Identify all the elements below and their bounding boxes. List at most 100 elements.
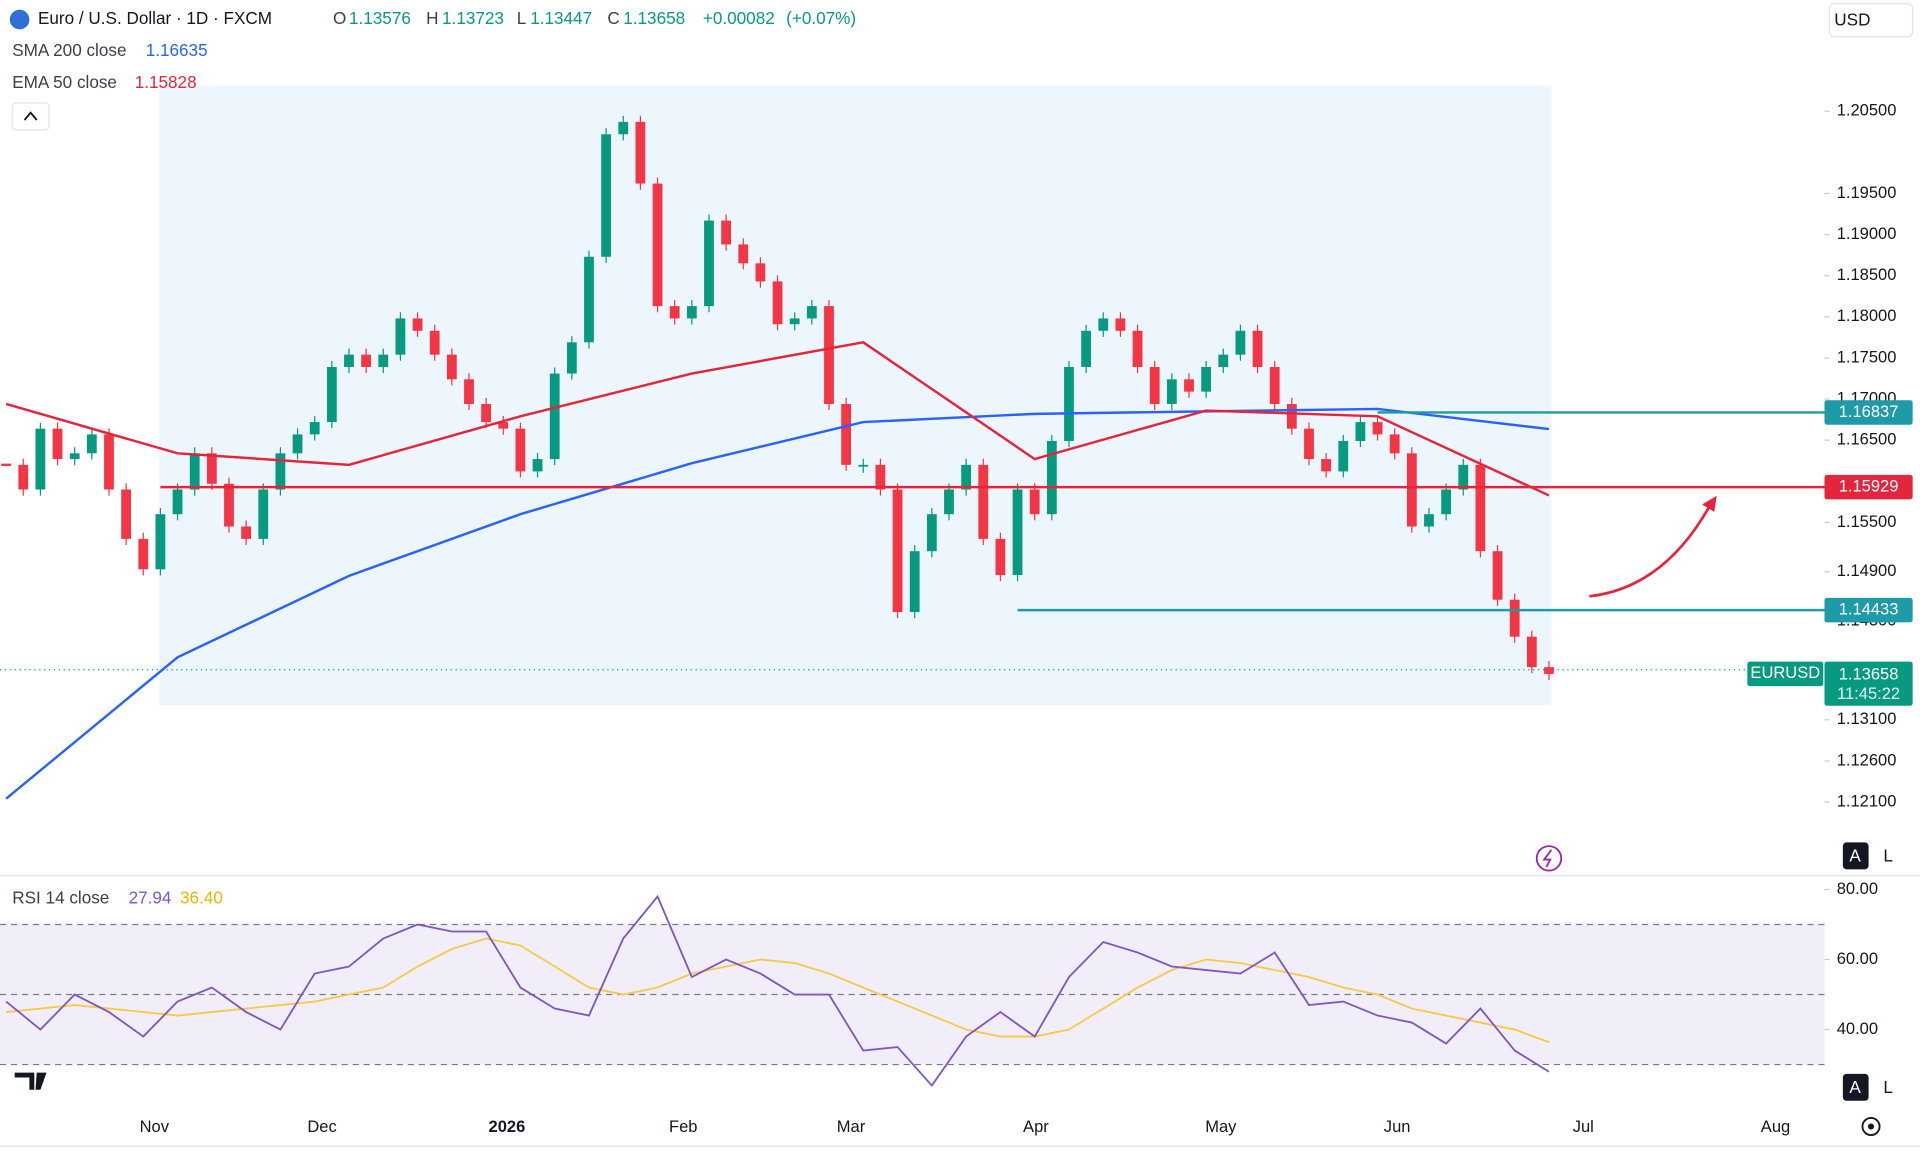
rsi-line: [5, 894, 1550, 1088]
level-tag-label: 1.16837: [1839, 402, 1899, 421]
log-scale[interactable]: L: [1883, 846, 1893, 866]
rsi-line: [6, 937, 1550, 1044]
candle: [858, 464, 869, 467]
flash-icon[interactable]: [1535, 845, 1563, 872]
x-tick-label: Apr: [1023, 1117, 1049, 1136]
ema-legend: EMA 50 close: [12, 72, 117, 92]
candle: [1115, 318, 1126, 331]
candle: [532, 459, 543, 472]
x-tick-label: Nov: [140, 1117, 170, 1136]
level-tag-label: 1.14433: [1839, 600, 1899, 619]
y-tick-label: 1.18000: [1837, 306, 1897, 325]
rsi-pane: 80.00 60.00 40.00: [0, 879, 1878, 1088]
candle: [1304, 428, 1314, 460]
candle: [189, 453, 200, 490]
candle: [875, 464, 886, 490]
candle: [944, 489, 954, 515]
candle: [669, 306, 680, 319]
x-tick-label: May: [1205, 1117, 1237, 1136]
x-tick-label: Jul: [1573, 1117, 1594, 1136]
ohlc-c: 1.13658: [623, 8, 685, 28]
candle: [1081, 330, 1092, 367]
settings-dot[interactable]: [1867, 1123, 1875, 1130]
candle: [1, 463, 12, 467]
collapse-icon[interactable]: [23, 111, 38, 121]
candle: [618, 121, 629, 135]
candle: [704, 220, 714, 307]
ohlc-h-key: H: [426, 8, 438, 28]
auto-scale-button[interactable]: [1842, 842, 1869, 870]
settings-icon[interactable]: [1861, 1117, 1881, 1137]
candle: [1372, 422, 1383, 435]
candle: [909, 551, 920, 613]
rsi-ma-legend-value: 36.40: [180, 887, 223, 907]
x-tick-label: Dec: [307, 1117, 336, 1136]
candle: [326, 366, 337, 423]
level-tag-label: 1.15929: [1839, 476, 1899, 495]
currency-button[interactable]: [1828, 3, 1914, 38]
candle: [995, 538, 1006, 576]
price-pane: 1.20500 1.19500 1.19000 1.18500 1.18000 1.175…: [1, 101, 1913, 1136]
x-tick-label: Aug: [1761, 1117, 1790, 1136]
y-tick-label: 1.15500: [1837, 512, 1897, 531]
ohlc-l-key: L: [517, 8, 527, 28]
auto-scale[interactable]: A: [1849, 846, 1861, 866]
candle: [1544, 667, 1554, 674]
candle: [1389, 434, 1400, 454]
y-tick-label: 1.12100: [1837, 791, 1897, 810]
candle: [1252, 330, 1263, 367]
candle: [772, 281, 783, 325]
rsi-legend-value: 27.94: [129, 887, 172, 907]
price-tag: [1824, 661, 1913, 706]
price-tag-label: 1.13658: [1839, 664, 1899, 683]
candle: [224, 483, 234, 527]
candle: [481, 403, 492, 423]
symbol-title: Euro / U.S. Dollar · 1D · FXCM: [38, 8, 272, 28]
candle: [841, 403, 852, 465]
ema-legend-value: 1.15828: [135, 72, 197, 92]
level-tag: [1824, 474, 1913, 500]
candle: [824, 306, 834, 404]
candle: [395, 318, 406, 355]
rsi-auto-scale-button[interactable]: [1842, 1073, 1869, 1101]
y-tick-label: 1.20500: [1837, 101, 1897, 120]
candle: [155, 514, 166, 570]
candle: [378, 354, 389, 367]
candle: [1201, 366, 1212, 392]
flash-bolt[interactable]: [1542, 849, 1553, 868]
moving-average: [5, 341, 1550, 497]
tv-logo: [14, 1072, 47, 1090]
rsi-auto-scale[interactable]: A: [1849, 1077, 1861, 1097]
sma-legend-value: 1.16635: [146, 40, 208, 60]
candle: [361, 354, 372, 367]
candle: [1321, 459, 1332, 472]
level-tag: [1824, 597, 1913, 623]
candle: [1184, 379, 1194, 392]
countdown: 11:45:22: [1837, 684, 1900, 703]
candle: [601, 134, 612, 257]
x-tick-label: 2026: [489, 1117, 526, 1136]
currency[interactable]: USD: [1834, 9, 1870, 29]
rsi-log-scale[interactable]: L: [1883, 1077, 1893, 1097]
candle: [1012, 489, 1023, 576]
rsi-band: [0, 924, 1825, 1065]
candle: [412, 318, 423, 331]
change-pct: (+0.07%): [786, 8, 856, 28]
collapse-button[interactable]: [11, 102, 50, 131]
candle: [344, 354, 354, 367]
candle: [241, 526, 252, 539]
candle: [892, 489, 903, 613]
candle: [686, 306, 697, 319]
candle: [498, 422, 509, 429]
candle: [1149, 366, 1160, 404]
candle: [789, 318, 800, 325]
candle: [86, 434, 97, 454]
ohlc-o: 1.13576: [349, 8, 411, 28]
candle: [35, 428, 46, 490]
level-tag: [1824, 400, 1913, 425]
candle: [464, 379, 474, 404]
symbol-icon: [9, 9, 30, 30]
candle: [1475, 464, 1486, 552]
y-tick-label: 1.14900: [1837, 561, 1897, 580]
